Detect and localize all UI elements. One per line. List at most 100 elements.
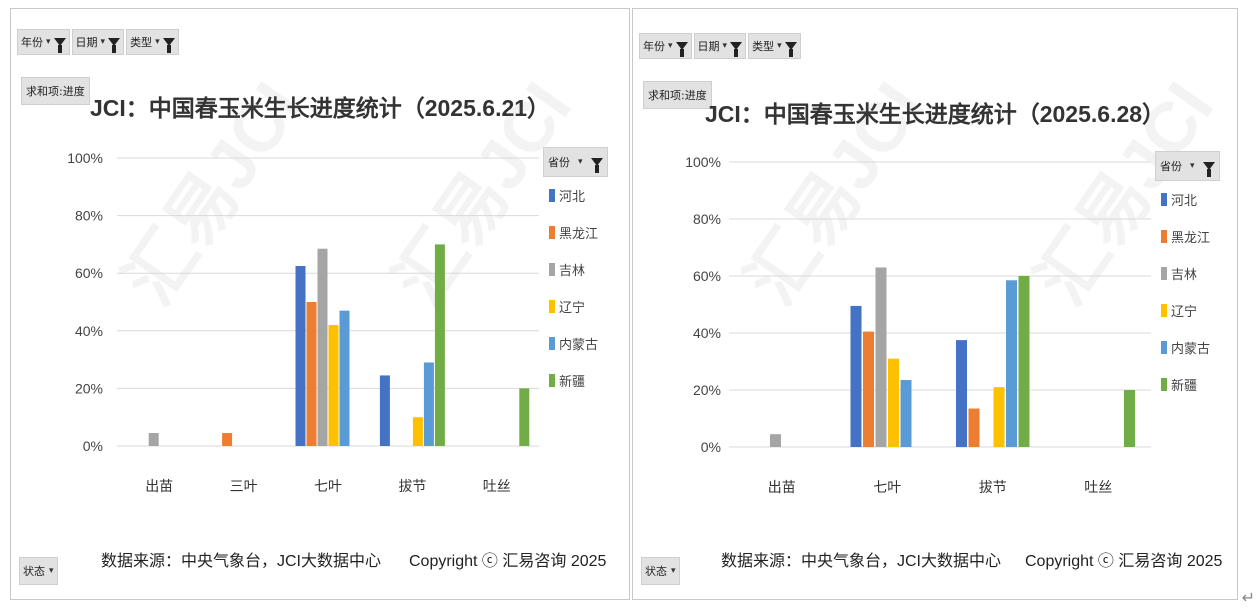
value-field-label: 求和项:进度: [648, 89, 707, 102]
state-field-button[interactable]: 状态 ▾: [19, 557, 58, 585]
legend-item: 内蒙古: [543, 325, 608, 362]
filter-funnel-icon: [53, 38, 66, 53]
dropdown-arrow-icon: ▾: [155, 37, 160, 47]
bar: [875, 267, 887, 447]
bar: [412, 417, 423, 446]
legend-field-label: 省份: [548, 156, 570, 169]
legend-swatch: [549, 374, 555, 387]
chart-svg: 汇易JCI 汇易JCI 0% 20% 40% 60% 80% 100% 出苗 七叶 拔节 吐丝: [685, 69, 1228, 495]
bar: [317, 248, 328, 446]
legend-item: 黑龙江: [1155, 218, 1220, 255]
y-tick-label: 100%: [67, 150, 103, 166]
chart-title: JCI：中国春玉米生长进度统计（2025.6.28）: [704, 101, 1166, 127]
bar: [434, 244, 445, 446]
y-tick-label: 60%: [693, 268, 721, 284]
x-tick-label: 吐丝: [483, 478, 511, 494]
legend-label: 内蒙古: [1171, 342, 1211, 357]
state-field-label: 状态: [23, 565, 45, 578]
chart-panel-1: 年份 ▾ 日期 ▾ 类型 ▾ 求和项:进度 JCI：中国春玉米生长进度统计（20…: [10, 8, 630, 600]
source-text: 数据来源：中央气象台，JCI大数据中心: [101, 553, 382, 570]
bar: [956, 340, 967, 447]
filter-date-button[interactable]: 日期 ▾: [693, 33, 747, 59]
dropdown-arrow-icon: ▾: [100, 37, 106, 47]
y-tick-label: 40%: [75, 323, 103, 339]
legend-item: 内蒙古: [1155, 329, 1220, 366]
x-tick-label: 三叶: [230, 478, 258, 494]
source-text: 数据来源：中央气象台，JCI大数据中心: [721, 553, 1002, 570]
filter-type-button[interactable]: 类型 ▾: [748, 33, 801, 59]
bar: [888, 358, 899, 447]
legend-label: 新疆: [1171, 379, 1198, 394]
legend-label: 河北: [559, 190, 586, 205]
filter-bar: 年份 ▾ 日期 ▾ 类型 ▾: [639, 33, 801, 59]
copyright-text: Copyright ⓒ 汇易咨询 2025: [1025, 553, 1223, 570]
x-tick-label: 吐丝: [1084, 479, 1112, 495]
y-tick-label: 60%: [75, 265, 103, 281]
legend-label: 吉林: [1171, 268, 1198, 283]
dropdown-arrow-icon: ▾: [1190, 161, 1195, 171]
bar: [993, 387, 1005, 447]
filter-funnel-icon: [1202, 162, 1215, 177]
legend-swatch: [1161, 378, 1167, 391]
y-tick-label: 80%: [693, 211, 721, 227]
legend-label: 辽宁: [559, 301, 586, 316]
legend-item: 黑龙江: [543, 214, 608, 251]
filter-year-button[interactable]: 年份 ▾: [17, 29, 70, 55]
legend-label: 黑龙江: [559, 227, 599, 242]
bar: [863, 331, 874, 447]
legend-field-button[interactable]: 省份 ▾: [1155, 151, 1220, 181]
legend-item: 辽宁: [543, 288, 608, 325]
state-field-button[interactable]: 状态 ▾: [641, 557, 680, 585]
bar: [1124, 390, 1135, 447]
legend-label: 内蒙古: [559, 338, 599, 353]
dropdown-arrow-icon: ▾: [49, 566, 54, 576]
chart-svg: 汇易JCI 汇易JCI 0% 20% 40% 60% 80% 100% 出苗 三叶 七叶 拔节 吐丝: [67, 69, 586, 494]
chart-panel-2: 年份 ▾ 日期 ▾ 类型 ▾ 求和项:进度 JCI：中国春玉米生长进度统计（20…: [632, 8, 1238, 600]
chart-title: JCI：中国春玉米生长进度统计（2025.6.21）: [89, 95, 551, 121]
y-tick-label: 0%: [701, 439, 721, 455]
filter-date-button[interactable]: 日期 ▾: [71, 29, 125, 55]
svg-text:汇易JCI: 汇易JCI: [731, 69, 938, 318]
dropdown-arrow-icon: ▾: [46, 37, 51, 47]
filter-year-label: 年份: [643, 40, 665, 53]
dropdown-arrow-icon: ▾: [777, 41, 782, 51]
bar: [423, 362, 434, 446]
legend-swatch: [549, 189, 555, 202]
plot-area: 0% 20% 40% 60% 80% 100% 出苗 七叶 拔节 吐丝: [685, 154, 1151, 495]
legend-swatch: [1161, 193, 1167, 206]
bar: [295, 266, 306, 446]
filter-type-button[interactable]: 类型 ▾: [126, 29, 179, 55]
copyright-text: Copyright ⓒ 汇易咨询 2025: [409, 553, 607, 570]
bar: [379, 375, 390, 446]
filter-funnel-icon: [590, 158, 603, 173]
legend-item: 吉林: [1155, 255, 1220, 292]
plot-area: 0% 20% 40% 60% 80% 100% 出苗 三叶 七叶 拔节 吐丝: [67, 150, 539, 494]
legend-swatch: [549, 226, 555, 239]
bar: [148, 433, 159, 446]
legend-item: 新疆: [543, 362, 608, 399]
value-field-button[interactable]: 求和项:进度: [643, 81, 712, 109]
legend-swatch: [1161, 267, 1167, 280]
bar: [900, 380, 912, 447]
value-field-button[interactable]: 求和项:进度: [21, 77, 90, 105]
legend-label: 黑龙江: [1171, 231, 1211, 246]
legend-field-button[interactable]: 省份 ▾: [543, 147, 608, 177]
bar: [339, 310, 350, 446]
legend-item: 辽宁: [1155, 292, 1220, 329]
filter-funnel-icon: [108, 38, 121, 53]
legend-item: 河北: [543, 177, 608, 214]
filter-bar: 年份 ▾ 日期 ▾ 类型 ▾: [17, 29, 179, 55]
state-field-label: 状态: [645, 565, 667, 578]
filter-year-button[interactable]: 年份 ▾: [639, 33, 692, 59]
bar: [222, 433, 233, 446]
watermark: 汇易JCI 汇易JCI: [731, 69, 1228, 318]
legend: 省份 ▾ 河北 黑龙江 吉林 辽宁 内蒙古 新疆: [1155, 151, 1220, 403]
dropdown-arrow-icon: ▾: [668, 41, 673, 51]
y-tick-label: 0%: [83, 438, 103, 454]
y-tick-label: 80%: [75, 208, 103, 224]
legend-field-label: 省份: [1160, 160, 1182, 173]
legend-label: 辽宁: [1171, 305, 1198, 320]
y-tick-label: 20%: [693, 382, 721, 398]
filter-type-label: 类型: [130, 36, 153, 49]
legend-swatch: [1161, 304, 1167, 317]
